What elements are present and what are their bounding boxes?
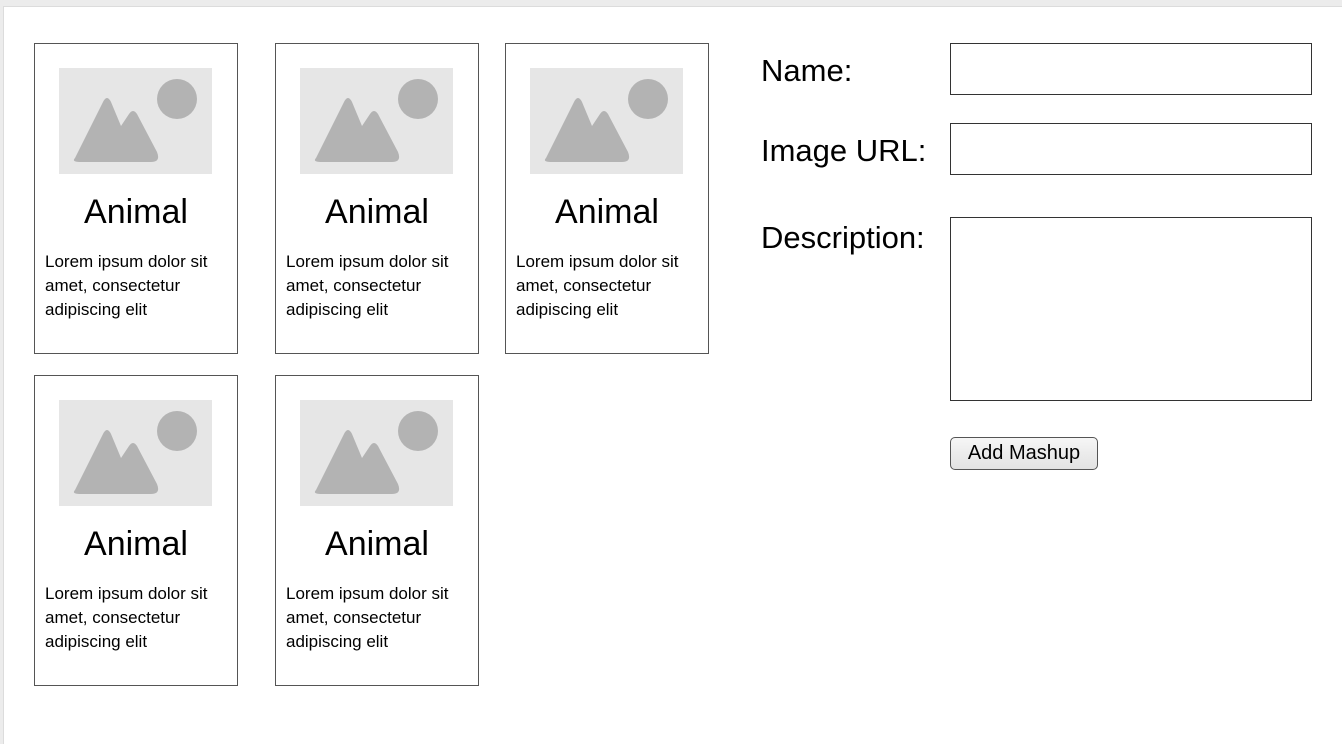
image-placeholder-icon (530, 68, 683, 174)
card-title: Animal (325, 193, 429, 231)
card-title: Animal (325, 525, 429, 563)
image-placeholder-icon (59, 400, 212, 506)
name-label: Name: (761, 53, 853, 88)
name-input[interactable] (950, 43, 1312, 95)
card-description: Lorem ipsum dolor sit amet, consectetur … (286, 584, 449, 651)
card-description: Lorem ipsum dolor sit amet, consectetur … (45, 252, 208, 319)
animal-card: Animal Lorem ipsum dolor sit amet, conse… (34, 43, 238, 354)
animal-card: Animal Lorem ipsum dolor sit amet, conse… (275, 375, 479, 686)
animal-card: Animal Lorem ipsum dolor sit amet, conse… (505, 43, 709, 354)
card-description: Lorem ipsum dolor sit amet, consectetur … (45, 584, 208, 651)
card-description: Lorem ipsum dolor sit amet, consectetur … (286, 252, 449, 319)
add-mashup-button[interactable]: Add Mashup (950, 437, 1098, 470)
animal-card: Animal Lorem ipsum dolor sit amet, conse… (275, 43, 479, 354)
image-url-input[interactable] (950, 123, 1312, 175)
card-title: Animal (84, 525, 188, 563)
description-label: Description: (761, 220, 925, 255)
image-placeholder-icon (300, 400, 453, 506)
image-url-label: Image URL: (761, 133, 927, 168)
image-placeholder-icon (300, 68, 453, 174)
card-description: Lorem ipsum dolor sit amet, consectetur … (516, 252, 679, 319)
card-title: Animal (555, 193, 659, 231)
card-title: Animal (84, 193, 188, 231)
image-placeholder-icon (59, 68, 212, 174)
animal-card: Animal Lorem ipsum dolor sit amet, conse… (34, 375, 238, 686)
description-textarea[interactable] (950, 217, 1312, 401)
